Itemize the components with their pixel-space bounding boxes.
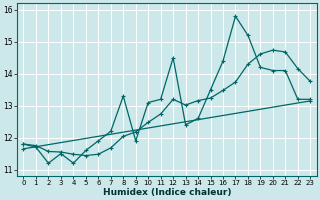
X-axis label: Humidex (Indice chaleur): Humidex (Indice chaleur)	[103, 188, 231, 197]
